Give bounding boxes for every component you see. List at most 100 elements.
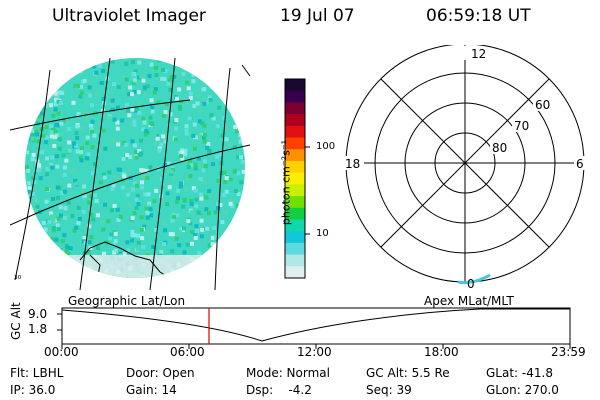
emission-pixel bbox=[236, 192, 241, 196]
time-label: 06:59:18 UT bbox=[426, 6, 531, 26]
emission-pixel bbox=[137, 111, 142, 116]
emission-pixel bbox=[140, 185, 144, 190]
emission-pixel bbox=[74, 131, 79, 135]
emission-pixel bbox=[232, 169, 237, 174]
emission-pixel bbox=[196, 156, 201, 161]
emission-pixel bbox=[176, 196, 181, 201]
emission-pixel bbox=[139, 138, 143, 143]
emission-pixel bbox=[166, 161, 171, 166]
emission-pixel bbox=[204, 195, 209, 200]
emission-pixel bbox=[66, 200, 71, 205]
emission-pixel bbox=[29, 274, 34, 278]
emission-pixel bbox=[162, 221, 167, 226]
emission-pixel bbox=[108, 236, 113, 241]
filter-info: Flt: LBHL bbox=[10, 366, 64, 380]
emission-pixel bbox=[79, 150, 84, 154]
emission-pixel bbox=[228, 96, 233, 101]
emission-pixel bbox=[202, 123, 207, 128]
emission-pixel bbox=[56, 195, 61, 200]
emission-pixel bbox=[211, 162, 215, 167]
emission-pixel bbox=[94, 199, 99, 203]
emission-pixel bbox=[185, 242, 190, 247]
emission-pixel bbox=[199, 196, 204, 201]
emission-pixel bbox=[177, 107, 182, 111]
emission-pixel bbox=[28, 252, 32, 257]
emission-pixel bbox=[53, 107, 58, 112]
emission-pixel bbox=[242, 197, 245, 202]
emission-pixel bbox=[188, 96, 193, 100]
emission-pixel bbox=[210, 242, 215, 247]
emission-pixel bbox=[99, 81, 104, 85]
dsp-info: Dsp: -4.2 bbox=[246, 383, 312, 397]
emission-pixel bbox=[53, 60, 57, 65]
emission-pixel bbox=[115, 126, 120, 131]
emission-pixel bbox=[130, 216, 135, 221]
emission-pixel bbox=[115, 120, 120, 125]
emission-pixel bbox=[58, 101, 63, 105]
emission-pixel bbox=[61, 118, 66, 123]
emission-pixel bbox=[67, 214, 72, 219]
emission-pixel bbox=[41, 82, 46, 87]
emission-pixel bbox=[56, 141, 61, 146]
emission-pixel bbox=[125, 153, 130, 158]
emission-pixel bbox=[238, 254, 242, 259]
emission-pixel bbox=[194, 197, 199, 202]
emission-pixel bbox=[128, 155, 133, 159]
emission-pixel bbox=[50, 155, 55, 160]
emission-pixel bbox=[238, 76, 243, 81]
emission-pixel bbox=[149, 62, 154, 67]
emission-pixel bbox=[112, 82, 116, 87]
emission-pixel bbox=[198, 134, 202, 139]
emission-pixel bbox=[145, 215, 150, 220]
emission-pixel bbox=[209, 113, 214, 118]
emission-pixel bbox=[121, 141, 126, 145]
xtick-2359: 23:59 bbox=[551, 345, 586, 359]
emission-pixel bbox=[235, 239, 239, 243]
mlt-label-0: 0 bbox=[467, 277, 475, 291]
emission-pixel bbox=[102, 172, 106, 177]
emission-pixel bbox=[26, 224, 31, 229]
emission-pixel bbox=[122, 174, 127, 179]
emission-pixel bbox=[78, 69, 83, 74]
emission-pixel bbox=[51, 228, 56, 233]
emission-pixel bbox=[236, 155, 241, 160]
emission-pixel bbox=[126, 248, 131, 253]
emission-pixel bbox=[163, 69, 168, 74]
emission-pixel bbox=[84, 156, 89, 160]
emission-pixel bbox=[43, 62, 47, 67]
emission-pixel bbox=[88, 61, 93, 66]
emission-pixel bbox=[202, 101, 207, 106]
emission-pixel bbox=[200, 259, 205, 264]
emission-pixel bbox=[198, 259, 203, 264]
emission-pixel bbox=[127, 187, 132, 191]
emission-pixel bbox=[210, 70, 215, 75]
emission-pixel bbox=[78, 155, 83, 160]
emission-pixel bbox=[131, 80, 136, 85]
emission-pixel bbox=[94, 240, 99, 245]
emission-pixel bbox=[93, 193, 98, 198]
emission-pixel bbox=[94, 70, 99, 75]
emission-pixel bbox=[231, 115, 236, 120]
emission-pixel bbox=[207, 271, 212, 275]
emission-pixel bbox=[217, 105, 222, 110]
emission-pixel bbox=[122, 252, 127, 257]
emission-pixel bbox=[168, 87, 173, 92]
emission-pixel bbox=[182, 273, 187, 278]
colorbar-band bbox=[285, 219, 305, 232]
emission-pixel bbox=[138, 102, 143, 107]
emission-pixel bbox=[59, 121, 64, 126]
glon-info: GLon: 270.0 bbox=[486, 383, 559, 397]
emission-pixel bbox=[70, 273, 75, 278]
emission-pixel bbox=[214, 235, 219, 240]
emission-pixel bbox=[60, 239, 65, 244]
emission-pixel bbox=[83, 59, 88, 64]
emission-pixel bbox=[213, 210, 218, 215]
emission-pixel bbox=[204, 100, 209, 105]
emission-pixel bbox=[51, 113, 56, 118]
lat-lon-grid bbox=[10, 57, 251, 290]
emission-pixel bbox=[242, 213, 245, 218]
emission-pixel bbox=[198, 137, 203, 142]
emission-pixel bbox=[233, 256, 238, 261]
emission-pixel bbox=[50, 186, 55, 191]
emission-pixel bbox=[36, 121, 41, 126]
